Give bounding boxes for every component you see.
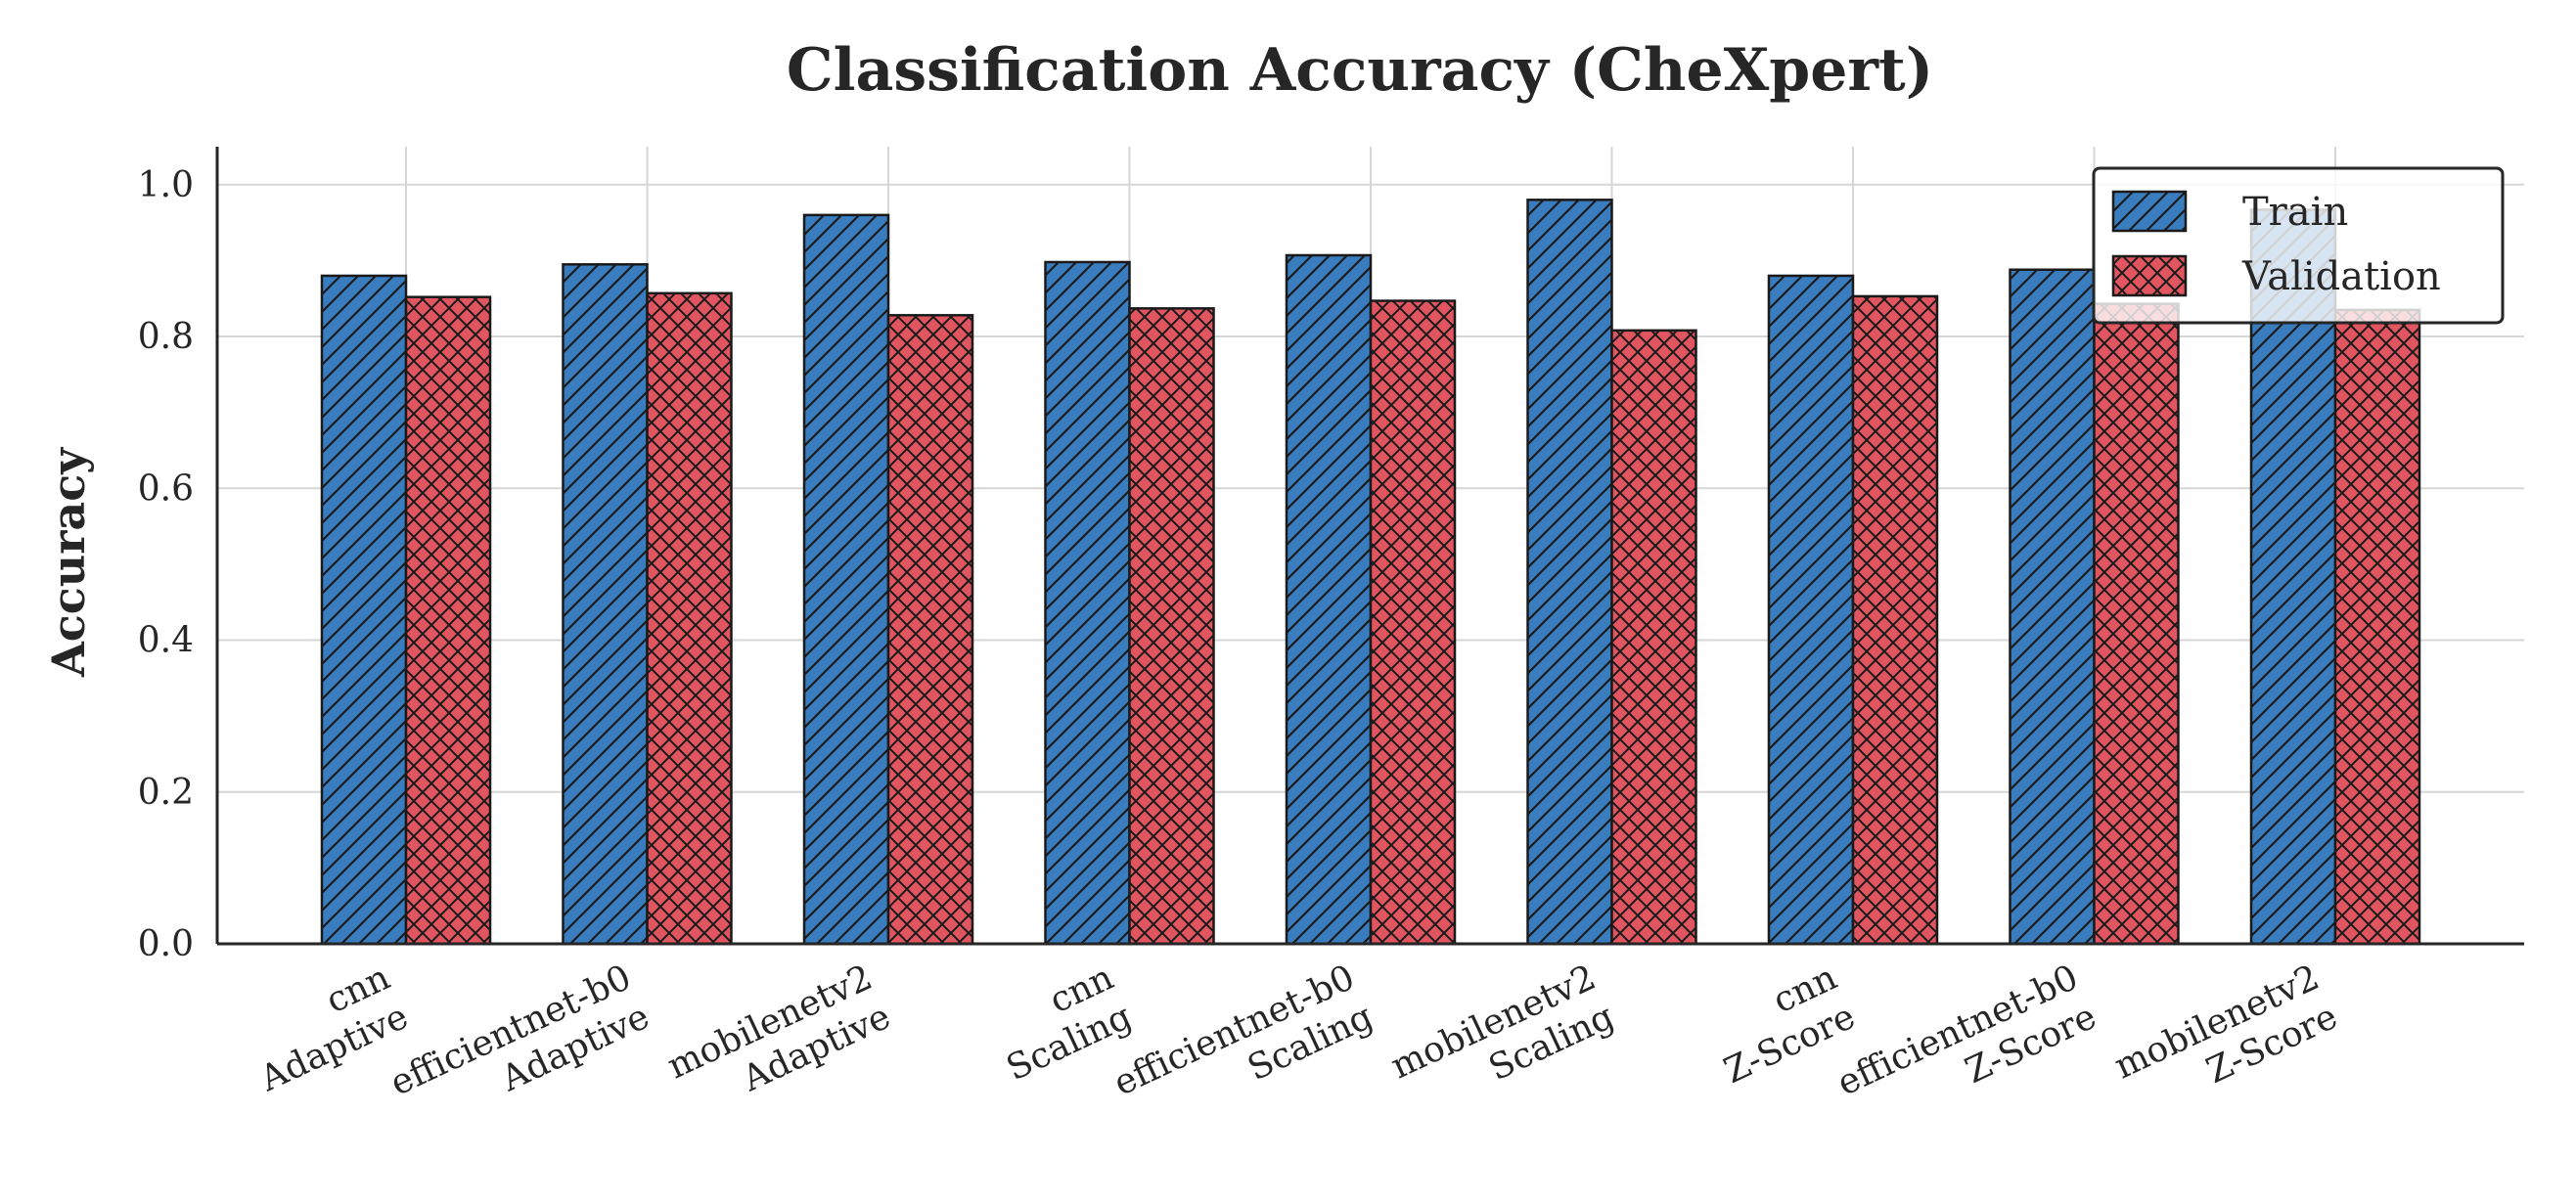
legend-label-validation: Validation bbox=[2241, 254, 2441, 299]
chart-title: Classification Accuracy (CheXpert) bbox=[787, 36, 1933, 105]
legend-swatch-validation bbox=[2111, 254, 2188, 297]
bar-train-3 bbox=[1044, 260, 1131, 946]
bar-validation-1 bbox=[646, 291, 733, 946]
legend: Train Validation bbox=[2092, 166, 2505, 325]
y-axis-ticks: 0.0 0.2 0.4 0.6 0.8 1.0 bbox=[138, 165, 194, 964]
legend-label-train: Train bbox=[2242, 190, 2348, 235]
bar-validation-7 bbox=[2093, 302, 2180, 946]
bar-validation-0 bbox=[404, 295, 492, 946]
bars bbox=[320, 199, 2421, 946]
bar-train-1 bbox=[562, 263, 649, 946]
bar-validation-2 bbox=[886, 314, 974, 946]
bar-train-4 bbox=[1285, 253, 1373, 946]
bar-train-7 bbox=[2009, 268, 2096, 946]
y-axis-label: Accuracy bbox=[42, 447, 95, 678]
bar-train-0 bbox=[320, 274, 408, 946]
x-tick-label: efficientnet-b0Z-Score bbox=[1831, 958, 2102, 1104]
y-tick-label: 0.8 bbox=[138, 317, 194, 357]
y-tick-label: 0.2 bbox=[138, 773, 194, 813]
bar-validation-5 bbox=[1610, 329, 1697, 946]
bar-train-6 bbox=[1767, 274, 1855, 946]
y-tick-label: 0.0 bbox=[138, 924, 194, 964]
bar-train-2 bbox=[802, 213, 890, 946]
bar-validation-3 bbox=[1128, 307, 1215, 946]
bar-validation-6 bbox=[1851, 294, 1939, 946]
legend-swatch-train bbox=[2111, 190, 2188, 233]
bar-train-5 bbox=[1526, 199, 1613, 946]
y-tick-label: 0.4 bbox=[138, 621, 194, 661]
y-tick-label: 0.6 bbox=[138, 468, 194, 509]
bar-validation-4 bbox=[1369, 299, 1457, 946]
y-tick-label: 1.0 bbox=[138, 165, 194, 205]
bar-validation-8 bbox=[2333, 308, 2421, 946]
legend-box bbox=[2092, 166, 2505, 325]
